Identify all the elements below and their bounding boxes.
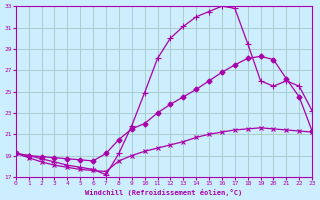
X-axis label: Windchill (Refroidissement éolien,°C): Windchill (Refroidissement éolien,°C)	[85, 189, 243, 196]
